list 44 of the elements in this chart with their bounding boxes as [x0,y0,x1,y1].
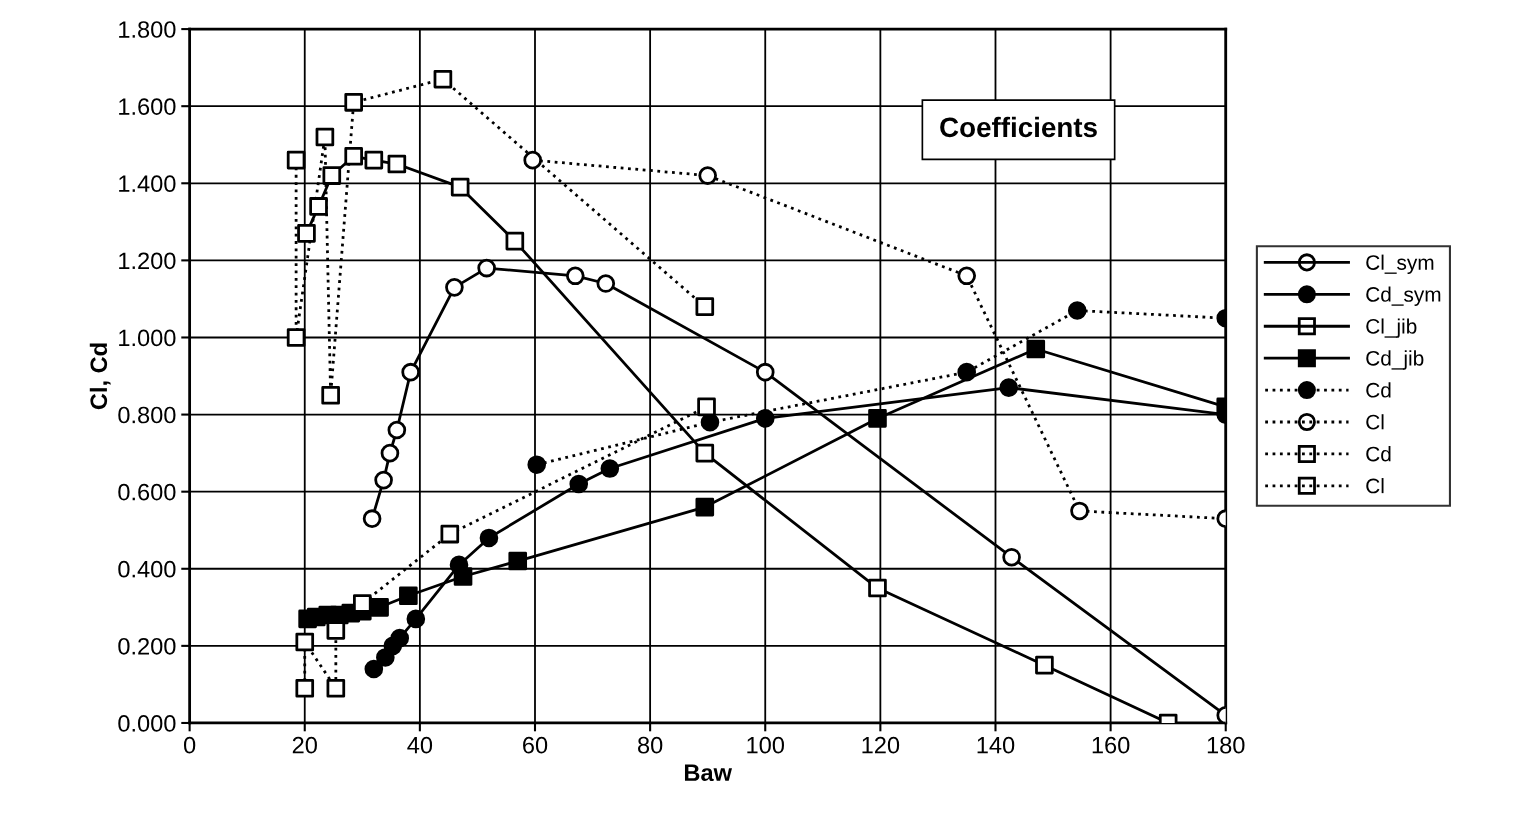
x-axis-title: Baw [684,764,732,782]
y-tick-label: 1.800 [119,21,176,38]
y-tick-label: 1.200 [119,252,176,270]
x-tick-label: 160 [1092,736,1130,754]
y-tick-label: 1.400 [119,175,176,193]
point [697,397,716,417]
y-tick-label: 1.600 [119,98,176,115]
x-tick-label: 20 [292,736,317,754]
point [286,328,306,347]
y-tick-label: 0.000 [118,715,176,732]
y-tick-label: 0.400 [118,560,176,578]
legend-label: Cd_sym [1366,286,1441,306]
x-tick-label: 40 [407,736,433,754]
point [286,150,306,170]
y-tick-label: 0.600 [118,483,176,501]
legend-label: Cd_jib [1366,350,1424,370]
point [295,632,315,652]
point [326,621,346,640]
point [295,678,315,698]
x-tick-label: 100 [747,736,785,754]
point [695,297,715,316]
text: Coefficients [940,116,1097,138]
legend-label: Cl [1366,478,1384,494]
point [326,678,346,698]
legend-label: Cl_jib [1366,318,1417,338]
x-tick-label: 140 [977,736,1015,754]
x-tick-label: 60 [523,736,548,754]
legend-label: Cl_sym [1366,254,1434,275]
point [433,69,453,89]
x-tick-label: 120 [862,736,900,754]
x-tick-label: 80 [638,736,663,754]
legend-label: Cl [1366,414,1384,430]
point [344,93,363,112]
y-tick-label: 1.000 [119,329,176,347]
legend-label: Cd [1366,382,1391,398]
point [315,127,335,147]
y-axis-title: Cl, Cd [89,343,111,410]
y-tick-label: 0.800 [118,406,176,424]
point [321,385,340,405]
legend-label: Cd [1366,446,1391,462]
x-tick-label: 180 [1207,736,1245,754]
point [440,524,460,544]
y-tick-label: 0.200 [118,637,176,655]
x-tick-label: 0 [183,736,196,754]
